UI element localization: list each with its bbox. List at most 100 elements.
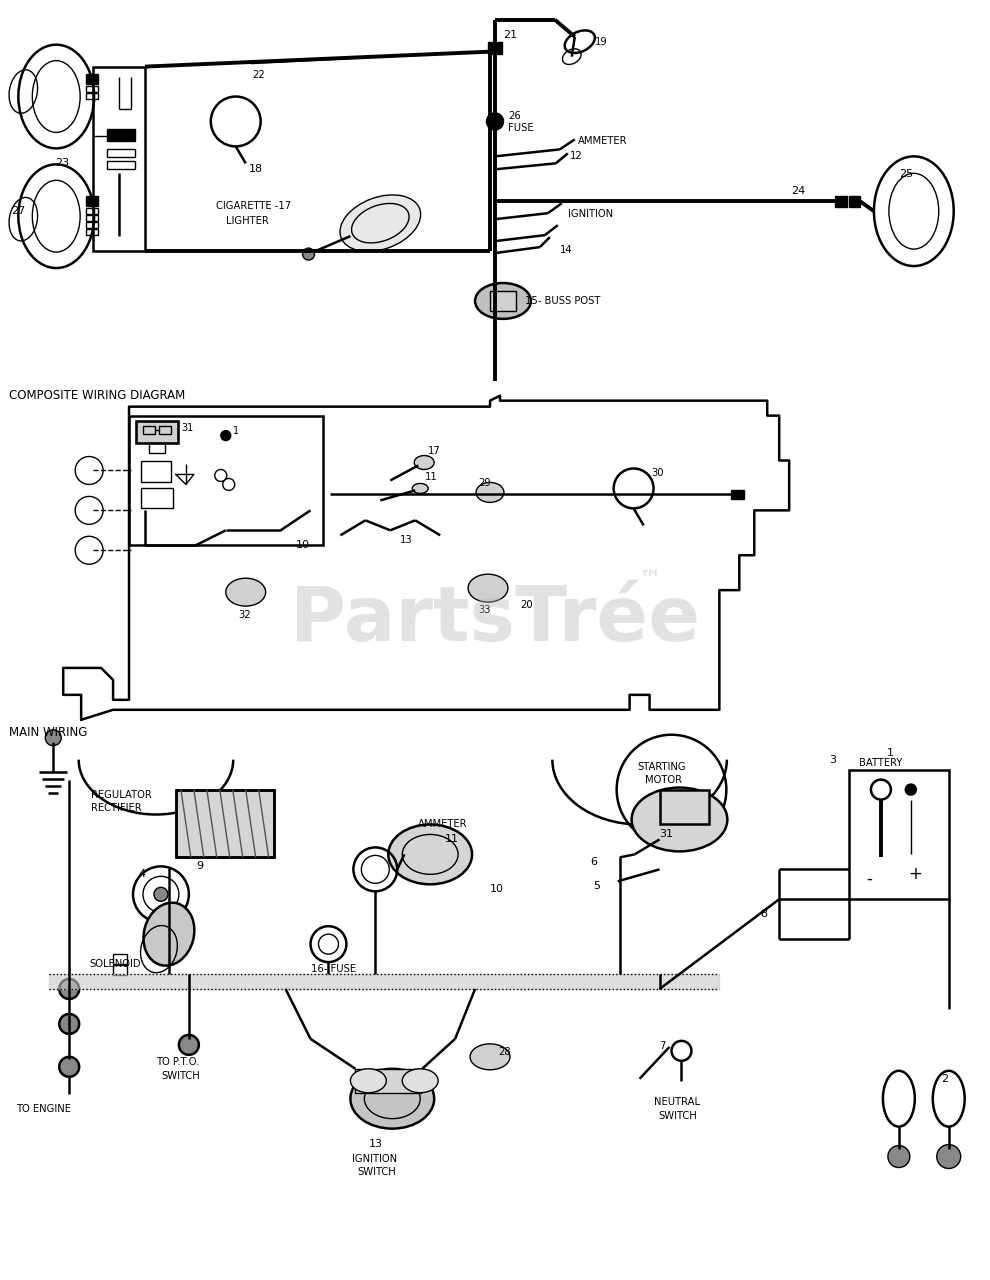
Ellipse shape [350, 1069, 386, 1093]
Text: 4: 4 [139, 869, 146, 879]
Text: 7: 7 [659, 1041, 666, 1051]
Bar [86, 229, 98, 236]
Ellipse shape [468, 575, 508, 602]
Circle shape [906, 785, 916, 795]
Bar [113, 954, 127, 964]
Text: 30: 30 [651, 468, 664, 479]
Text: MAIN WIRING: MAIN WIRING [9, 726, 88, 739]
Text: 31: 31 [181, 422, 193, 433]
Text: 5: 5 [593, 882, 600, 891]
Circle shape [937, 1144, 960, 1169]
Text: 11: 11 [425, 472, 438, 483]
Text: 14: 14 [559, 244, 572, 255]
Text: 17: 17 [429, 445, 441, 456]
Bar [113, 965, 127, 975]
Ellipse shape [632, 787, 728, 851]
Text: 26: 26 [508, 111, 521, 122]
Ellipse shape [388, 824, 472, 884]
Bar [107, 129, 135, 141]
Bar [835, 196, 847, 207]
Text: AMMETER: AMMETER [578, 137, 628, 146]
Bar [141, 461, 171, 483]
Text: BATTERY: BATTERY [859, 758, 902, 768]
Circle shape [46, 730, 61, 746]
Text: -: - [866, 869, 872, 887]
Text: SOLENOID: SOLENOID [89, 959, 141, 969]
Text: IGNITION: IGNITION [352, 1153, 398, 1164]
Text: FUSE: FUSE [508, 123, 534, 133]
Bar [107, 161, 135, 169]
Bar [355, 1069, 421, 1093]
Ellipse shape [350, 1069, 435, 1129]
Bar [148, 443, 165, 453]
Text: 23: 23 [55, 159, 69, 169]
Text: +: + [908, 865, 922, 883]
Bar [849, 769, 948, 900]
Circle shape [59, 1014, 79, 1034]
Circle shape [59, 979, 79, 998]
Bar [159, 426, 171, 434]
Bar [176, 790, 273, 858]
Text: 11: 11 [446, 835, 459, 845]
Bar [86, 215, 98, 221]
Bar [136, 421, 178, 443]
Text: 1: 1 [233, 425, 239, 435]
Text: TO ENGINE: TO ENGINE [17, 1103, 71, 1114]
Bar [143, 426, 155, 434]
Ellipse shape [412, 484, 429, 493]
Text: 25: 25 [899, 169, 913, 179]
Text: 22: 22 [252, 69, 265, 79]
Text: 8: 8 [760, 909, 767, 919]
Text: 13: 13 [368, 1139, 382, 1148]
Text: 3: 3 [829, 755, 837, 764]
Text: STARTING: STARTING [638, 762, 686, 772]
Circle shape [179, 1036, 199, 1055]
Bar [732, 490, 744, 499]
Text: SWITCH: SWITCH [357, 1166, 396, 1176]
Text: 29: 29 [478, 479, 491, 489]
Text: 12: 12 [570, 151, 582, 161]
Text: 28: 28 [498, 1047, 511, 1057]
Text: 2: 2 [940, 1074, 947, 1084]
Bar [86, 86, 98, 92]
Bar [86, 209, 98, 214]
Text: 9: 9 [196, 861, 203, 872]
Text: REGULATOR: REGULATOR [91, 790, 151, 800]
Text: 6: 6 [591, 858, 598, 868]
Text: RECTIFIER: RECTIFIER [91, 803, 142, 813]
Ellipse shape [470, 1044, 510, 1070]
Text: CIGARETTE -17: CIGARETTE -17 [216, 201, 291, 211]
Circle shape [888, 1146, 910, 1167]
Ellipse shape [402, 1069, 439, 1093]
Text: PartsTrée: PartsTrée [290, 584, 700, 657]
Text: 13: 13 [400, 535, 413, 545]
Text: 21: 21 [503, 29, 517, 40]
Text: 27: 27 [11, 206, 26, 216]
Circle shape [221, 430, 231, 440]
Text: 18: 18 [248, 164, 262, 174]
Text: COMPOSITE WIRING DIAGRAM: COMPOSITE WIRING DIAGRAM [9, 389, 185, 402]
Text: 16- FUSE: 16- FUSE [311, 964, 355, 974]
Circle shape [487, 114, 503, 129]
Ellipse shape [226, 579, 265, 607]
Text: 31: 31 [659, 829, 673, 840]
Ellipse shape [475, 283, 531, 319]
Text: TO P.T.O.: TO P.T.O. [156, 1057, 199, 1066]
Bar [136, 421, 178, 443]
Bar [129, 416, 324, 545]
Text: AMMETER: AMMETER [418, 819, 467, 829]
Text: SWITCH: SWITCH [658, 1111, 697, 1121]
Bar [849, 196, 860, 207]
Bar [107, 150, 135, 157]
Text: 32: 32 [239, 611, 251, 620]
Text: NEUTRAL: NEUTRAL [653, 1097, 700, 1107]
Text: ™: ™ [639, 570, 660, 590]
Circle shape [154, 887, 168, 901]
Ellipse shape [340, 195, 421, 251]
Ellipse shape [476, 483, 504, 502]
Bar [176, 790, 273, 858]
Bar [86, 196, 98, 206]
Bar [659, 790, 710, 824]
Circle shape [303, 248, 315, 260]
Bar [86, 73, 98, 83]
